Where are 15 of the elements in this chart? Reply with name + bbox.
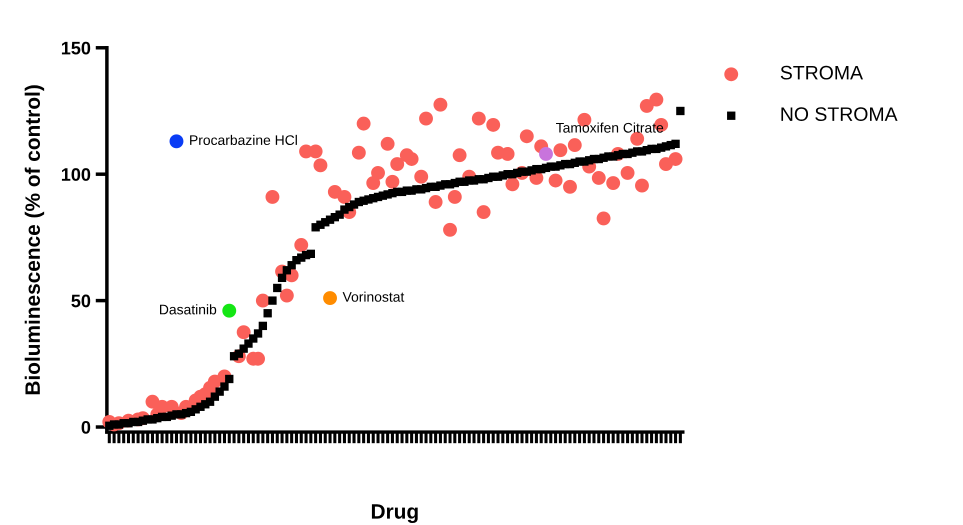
y-axis-title: Bioluminescence (% of control)	[24, 85, 44, 394]
y-tick-label: 50	[71, 294, 90, 308]
point	[539, 147, 553, 161]
y-tick-label: 150	[62, 42, 90, 54]
x-axis-title: Drug	[372, 504, 418, 524]
series-label: Procarbazine HCl	[190, 134, 297, 146]
y-tick-label: 100	[62, 168, 90, 181]
legend-label: NO STROMA	[781, 107, 898, 122]
y-tick-label: 0	[82, 420, 90, 434]
legend-label: STROMA	[780, 66, 863, 80]
series-label: Dasatinib	[160, 304, 216, 314]
series-label: Vorinostat	[342, 292, 404, 302]
point	[323, 291, 337, 306]
point	[222, 304, 236, 318]
point	[170, 134, 184, 148]
